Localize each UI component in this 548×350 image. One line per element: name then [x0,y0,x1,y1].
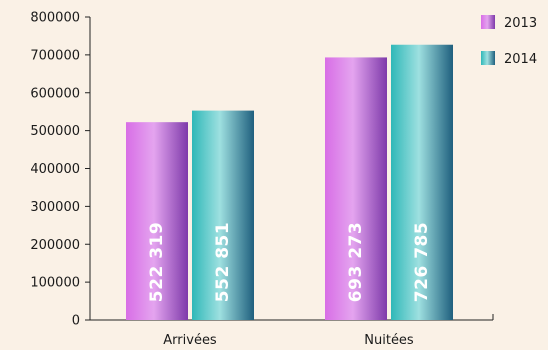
labels: Arrivées 522 319 552 851 Nuitées 693 273 726 … [147,222,432,348]
legend-label: 2013 [504,16,537,31]
data-label: 522 319 [147,222,167,302]
legend: 2013 2014 [481,15,537,67]
legend-swatch [481,15,495,29]
y-tick-label: 700000 [30,48,80,63]
category-label: Arrivées [163,333,217,348]
bar [126,122,188,320]
axes: 0 100000 200000 300000 400000 500000 600000 700… [30,11,494,329]
data-label: 693 273 [346,222,366,302]
category-label: Nuitées [364,333,414,348]
y-tick-label: 100000 [30,276,80,291]
y-tick-label: 400000 [30,162,80,177]
bar [192,110,254,320]
y-tick-label: 600000 [30,86,80,101]
y-tick-label: 200000 [30,238,80,253]
bars [126,44,453,320]
bar [391,44,453,320]
y-tick-label: 500000 [30,124,80,139]
y-tick-label: 800000 [30,11,80,26]
legend-swatch [481,51,495,65]
data-label: 726 785 [412,222,432,302]
legend-label: 2014 [504,52,537,67]
data-label: 552 851 [213,222,233,302]
y-tick-label: 0 [72,314,80,329]
y-tick-label: 300000 [30,200,80,215]
bar [325,57,387,320]
